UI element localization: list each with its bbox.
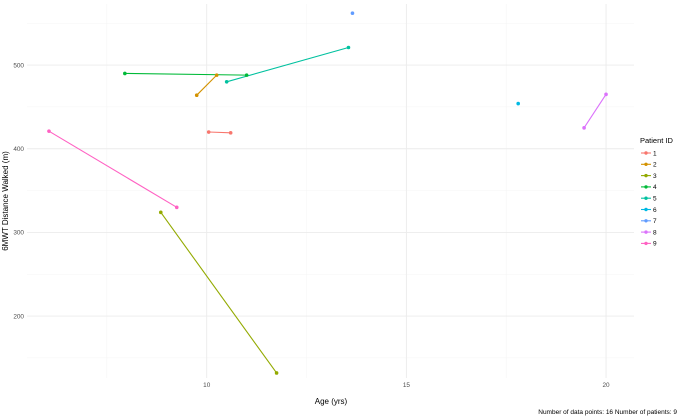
- series-line-patient-2: [196, 74, 218, 96]
- y-tick-label: 500: [13, 62, 24, 69]
- series-line-patient-9: [48, 130, 178, 208]
- legend-key-point: [644, 241, 648, 246]
- legend-key-point: [644, 196, 648, 200]
- legend-label: 8: [653, 229, 657, 236]
- legend-label: 7: [653, 218, 657, 225]
- data-point-patient-9: [174, 205, 179, 210]
- legend-item-patient-7: 7: [641, 218, 657, 225]
- legend-item-patient-8: 8: [641, 229, 657, 236]
- data-point-patient-8: [582, 126, 586, 130]
- x-tick-label: 15: [403, 382, 411, 389]
- legend-item-patient-5: 5: [641, 196, 657, 203]
- legend-label: 5: [653, 196, 657, 203]
- y-tick-label: 300: [13, 230, 24, 237]
- data-point-patient-4: [244, 73, 249, 77]
- data-point-patient-4: [123, 71, 127, 76]
- legend-key-point: [644, 207, 648, 212]
- footnote: Number of data points: 16 Number of pati…: [538, 409, 677, 416]
- legend-label: 9: [653, 241, 657, 248]
- data-point-patient-8: [604, 92, 608, 97]
- data-point-patient-3: [274, 371, 279, 375]
- data-point-patient-2: [194, 93, 199, 97]
- legend-key-point: [644, 230, 648, 234]
- legend-key-point: [644, 151, 648, 155]
- y-axis-title: 6MWT Distance Walked (m): [1, 151, 10, 251]
- legend-label: 4: [653, 184, 657, 191]
- data-point-patient-9: [47, 129, 51, 133]
- legend-label: 6: [653, 207, 657, 214]
- x-axis-title: Age (yrs): [315, 397, 348, 406]
- x-axis-ticks: 10 15 20: [203, 382, 610, 389]
- data-point-patient-7: [350, 11, 355, 16]
- data-point-patient-2: [214, 73, 219, 77]
- y-axis-ticks: 200 300 400 500: [13, 62, 24, 320]
- y-tick-label: 200: [13, 313, 24, 320]
- legend-item-patient-4: 4: [641, 184, 657, 191]
- legend-key-point: [644, 185, 648, 189]
- legend-key-point: [644, 173, 648, 178]
- series-line-patient-4: [124, 72, 247, 76]
- data-point-patient-1: [228, 131, 233, 135]
- legend-title: Patient ID: [640, 136, 674, 145]
- data-point-patient-5: [346, 45, 351, 50]
- data-point-patient-1: [206, 130, 211, 134]
- series-line-patient-1: [208, 131, 231, 134]
- data-point-patient-6: [516, 101, 520, 106]
- y-tick-label: 400: [13, 146, 24, 153]
- legend-item-patient-9: 9: [641, 241, 657, 248]
- series-line-patient-8: [583, 94, 607, 129]
- data-point-patient-5: [224, 80, 229, 84]
- legend-item-patient-1: 1: [641, 150, 657, 157]
- legend-key-point: [644, 162, 648, 166]
- legend-item-patient-2: 2: [641, 162, 657, 169]
- legend-label: 2: [653, 162, 657, 169]
- data-point-patient-3: [158, 210, 163, 215]
- x-tick-label: 10: [203, 382, 211, 389]
- series-line-patient-3: [160, 212, 278, 374]
- legend-key-point: [644, 219, 648, 223]
- legend-label: 3: [653, 173, 657, 180]
- legend-item-patient-6: 6: [641, 207, 657, 214]
- legend-label: 1: [653, 150, 657, 157]
- grid: [27, 4, 634, 378]
- legend: Patient ID 1 2 3 4 5 6 7 8 9: [640, 136, 674, 248]
- x-tick-label: 20: [602, 382, 610, 389]
- series-points: [47, 11, 608, 375]
- legend-item-patient-3: 3: [641, 173, 657, 180]
